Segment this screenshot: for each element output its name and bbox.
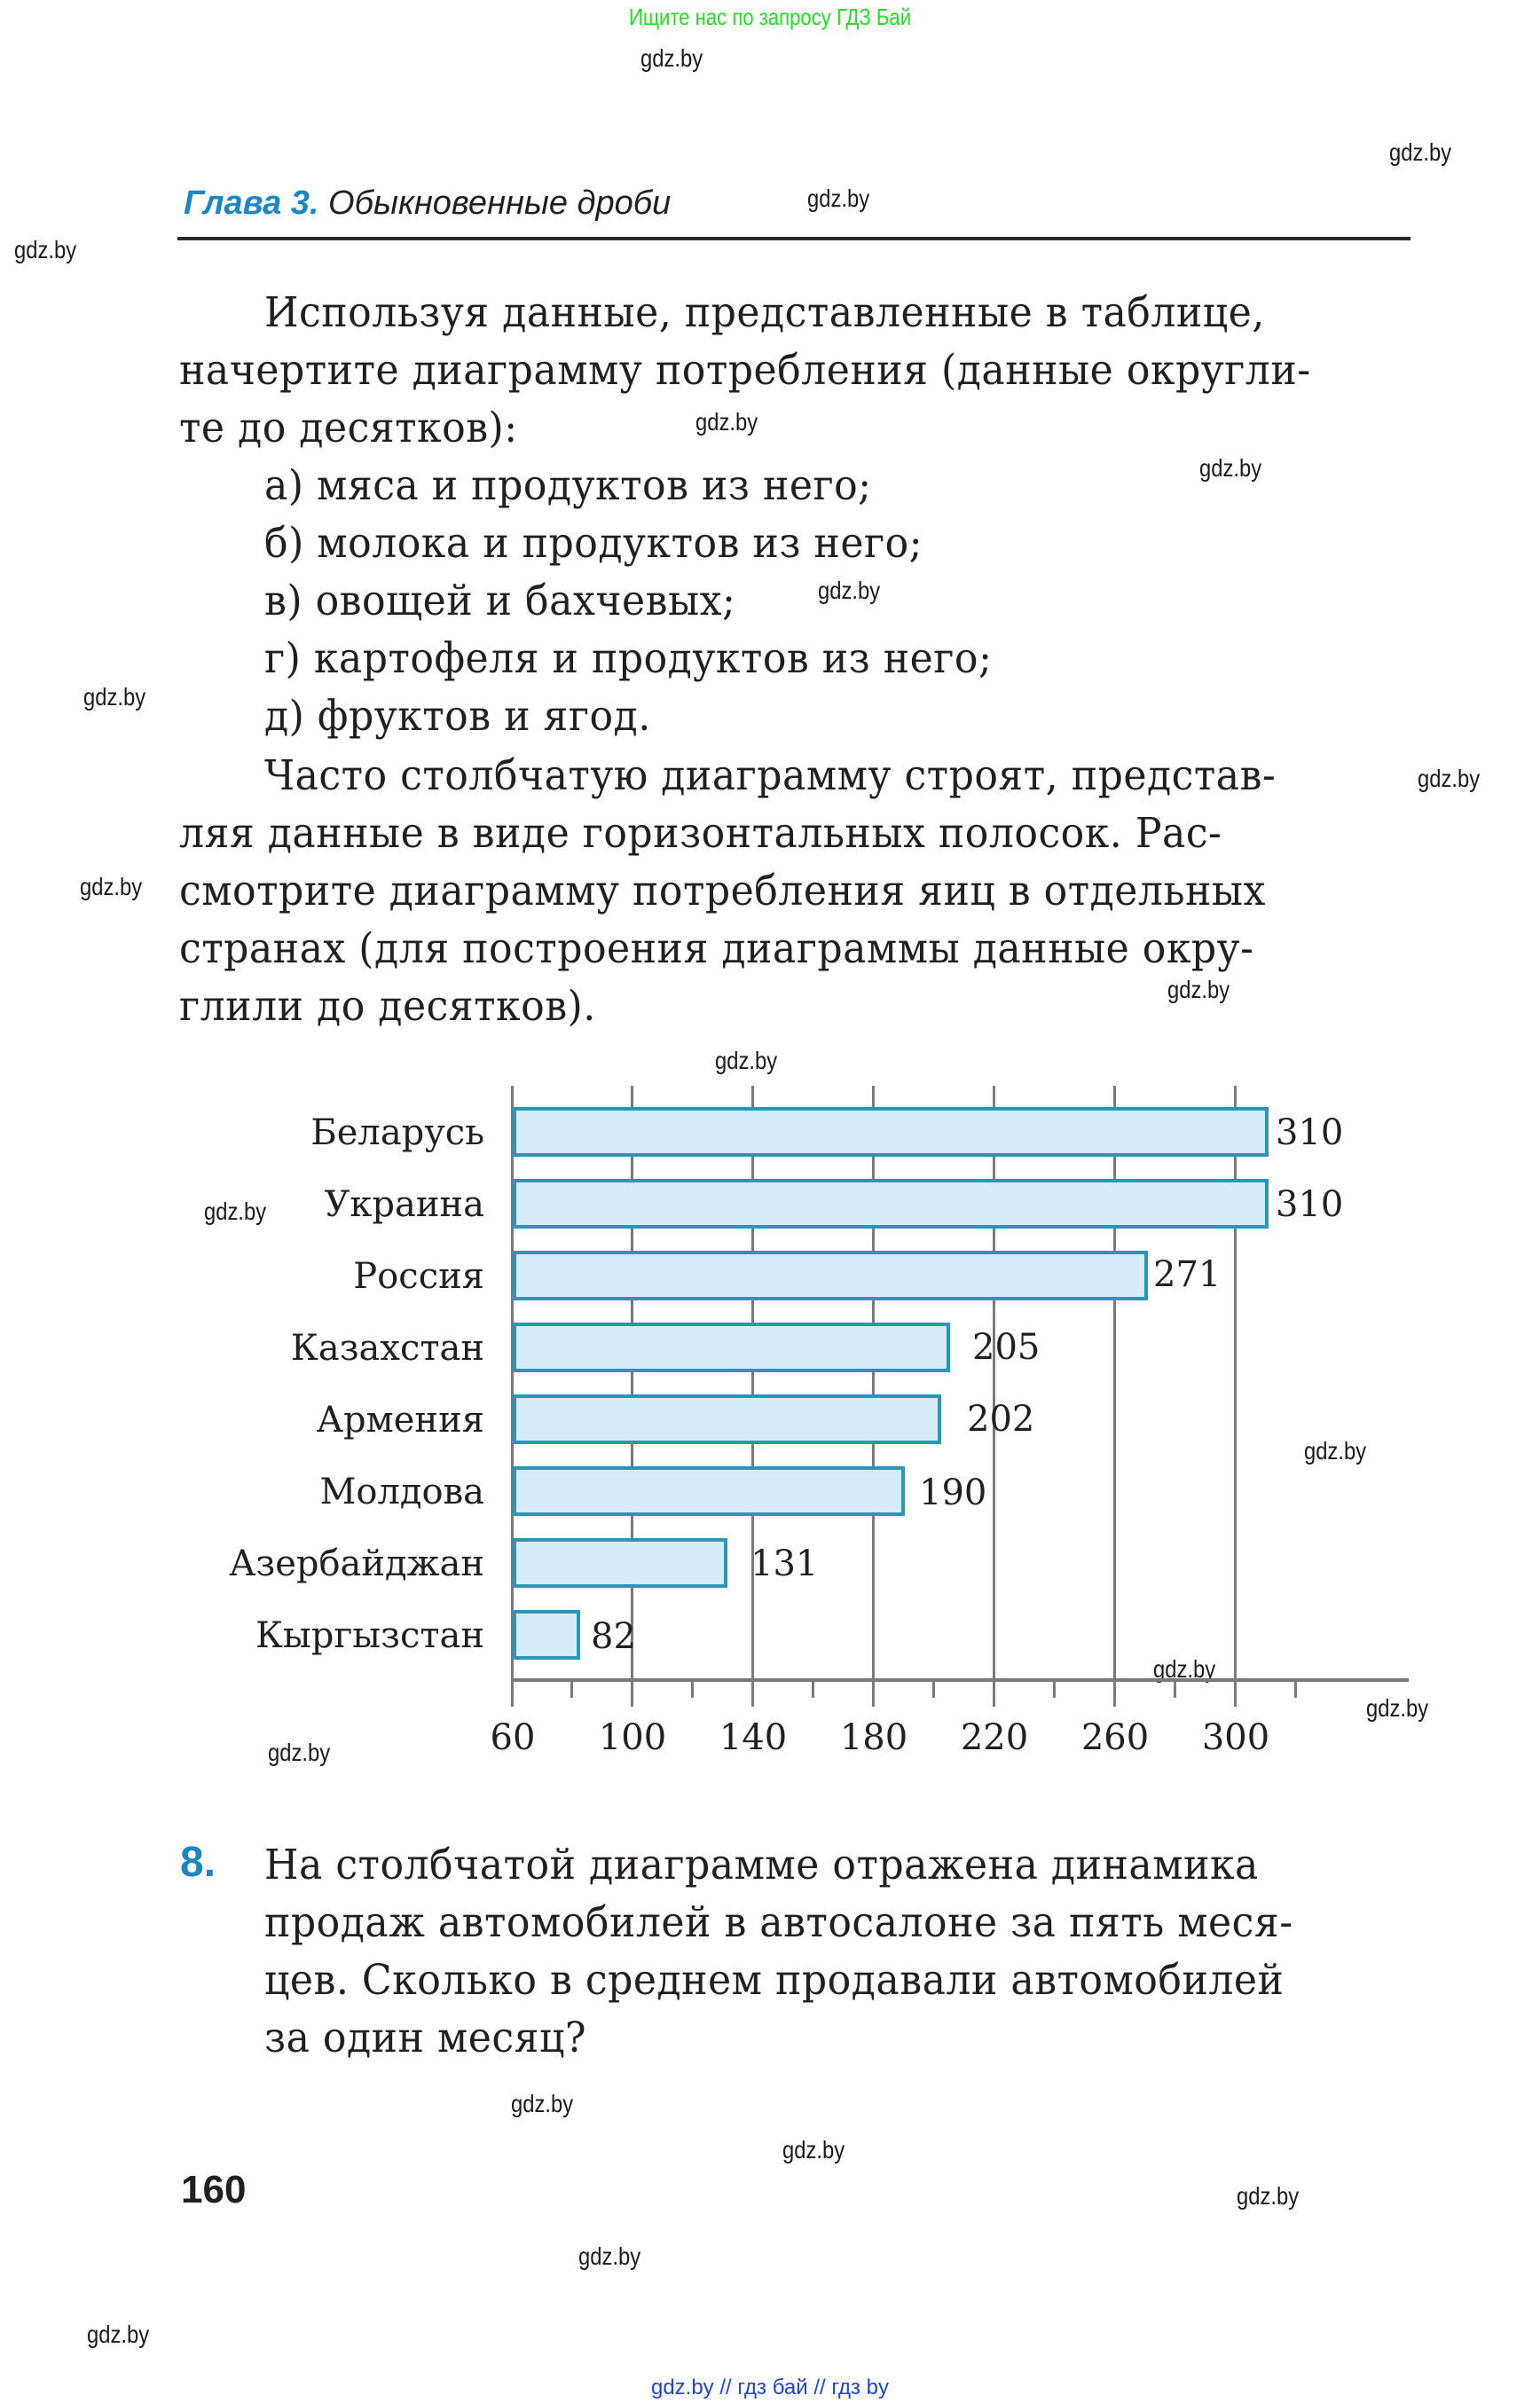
category-label: Кыргызстан — [255, 1615, 484, 1656]
y-axis-line — [511, 1086, 514, 1707]
bar-moldova — [513, 1466, 905, 1516]
x-axis-line — [513, 1678, 1409, 1682]
watermark: gdz.by — [585, 1260, 648, 1287]
watermark: gdz.by — [1199, 454, 1262, 482]
paragraph-line: смотрите диаграмму потребления яиц в отд… — [179, 867, 1266, 915]
chapter-heading: Глава 3. Обыкновенные дроби — [184, 185, 671, 223]
bottom-banner-links[interactable]: gdz.by // гдз бай // гдз by — [650, 2376, 890, 2399]
bar-armenia — [513, 1394, 941, 1444]
watermark: gdz.by — [1304, 1437, 1367, 1465]
minor-tick — [1294, 1678, 1297, 1698]
value-label: 310 — [1276, 1112, 1344, 1153]
paragraph-line: странах (для построения диаграммы данные… — [179, 924, 1254, 973]
watermark: gdz.by — [14, 236, 77, 263]
watermark: gdz.by — [818, 577, 881, 604]
grid-line — [751, 1086, 754, 1707]
grid-line — [1113, 1086, 1116, 1707]
watermark: gdz.by — [1237, 2182, 1300, 2210]
list-item: а) мяса и продуктов из него; — [264, 461, 872, 510]
category-label: Беларусь — [310, 1112, 484, 1153]
watermark: gdz.by — [1167, 976, 1230, 1003]
header-rule — [177, 237, 1410, 240]
watermark: gdz.by — [1418, 765, 1481, 792]
bar-ukraine — [513, 1179, 1269, 1229]
value-label: 82 — [591, 1616, 636, 1657]
minor-tick — [570, 1678, 573, 1698]
chapter-number: Глава 3. — [184, 185, 319, 222]
chapter-title: Обыкновенные дроби — [328, 185, 672, 222]
watermark: gdz.by — [87, 2321, 150, 2348]
watermark: gdz.by — [1389, 138, 1452, 166]
watermark: gdz.by — [715, 1047, 778, 1074]
grid-line — [1234, 1086, 1237, 1707]
x-tick-label: 220 — [960, 1717, 1029, 1758]
watermark: gdz.by — [83, 683, 146, 711]
x-tick-label: 100 — [598, 1717, 667, 1758]
value-label: 310 — [1276, 1184, 1344, 1225]
paragraph-line: начертите диаграмму потребления (данные … — [179, 346, 1311, 395]
minor-tick — [932, 1678, 935, 1698]
watermark: gdz.by — [80, 873, 143, 900]
grid-line — [631, 1086, 633, 1707]
watermark: gdz.by — [640, 44, 703, 72]
task-line: На столбчатой диаграмме отражена динамик… — [264, 1841, 1259, 1889]
watermark: gdz.by — [578, 2242, 641, 2270]
watermark: gdz.by — [511, 2090, 574, 2117]
minor-tick — [691, 1678, 694, 1698]
paragraph-line: Используя данные, представленные в табли… — [264, 288, 1265, 337]
list-item: д) фруктов и ягод. — [264, 692, 651, 741]
category-label: Армения — [316, 1400, 484, 1441]
x-tick-label: 300 — [1201, 1717, 1270, 1758]
bar-kyrgyzstan — [513, 1610, 580, 1660]
x-tick-label: 260 — [1080, 1717, 1150, 1758]
watermark: gdz.by — [782, 2136, 845, 2163]
paragraph-line: те до десятков): — [179, 404, 518, 452]
value-label: 271 — [1153, 1254, 1222, 1295]
task-line: за один месяц? — [264, 2014, 587, 2062]
watermark: gdz.by — [268, 1739, 331, 1766]
value-label: 131 — [750, 1543, 819, 1584]
list-item: г) картофеля и продуктов из него; — [264, 634, 993, 683]
value-label: 190 — [919, 1472, 987, 1513]
watermark: gdz.by — [798, 1332, 861, 1360]
task-line: продаж автомобилей в автосалоне за пять … — [264, 1898, 1293, 1947]
minor-tick — [812, 1678, 814, 1698]
top-banner[interactable]: Ищите нас по запросу ГДЗ Бай — [628, 4, 912, 30]
watermark: gdz.by — [695, 408, 758, 436]
bar-belarus — [513, 1107, 1269, 1157]
watermark: gdz.by — [1153, 1655, 1216, 1683]
bar-kazakhstan — [513, 1323, 950, 1372]
x-tick-label: 60 — [490, 1717, 536, 1758]
bar-azerbaijan — [513, 1538, 727, 1588]
paragraph-line: ляя данные в виде горизонтальных полосок… — [179, 809, 1222, 858]
watermark: gdz.by — [204, 1198, 267, 1225]
value-label: 205 — [972, 1327, 1041, 1368]
task-number: 8. — [180, 1839, 216, 1886]
paragraph-line: Часто столбчатую диаграмму строят, предс… — [264, 751, 1277, 800]
category-label: Россия — [353, 1256, 484, 1297]
category-label: Азербайджан — [229, 1543, 484, 1584]
category-label: Казахстан — [290, 1328, 484, 1369]
value-label: 202 — [967, 1399, 1035, 1440]
x-tick-label: 140 — [719, 1717, 788, 1758]
x-tick-label: 180 — [839, 1717, 908, 1758]
minor-tick — [1053, 1678, 1056, 1698]
page-number: 160 — [181, 2168, 247, 2211]
grid-line — [993, 1086, 995, 1707]
category-label: Молдова — [319, 1472, 484, 1512]
paragraph-line: глили до десятков). — [179, 982, 596, 1031]
list-item: б) молока и продуктов из него; — [264, 519, 923, 568]
watermark: gdz.by — [807, 185, 870, 212]
task-line: цев. Сколько в среднем продавали автомоб… — [264, 1956, 1285, 2005]
grid-line — [872, 1086, 875, 1707]
list-item: в) овощей и бахчевых; — [264, 577, 736, 625]
watermark: gdz.by — [1366, 1694, 1429, 1722]
